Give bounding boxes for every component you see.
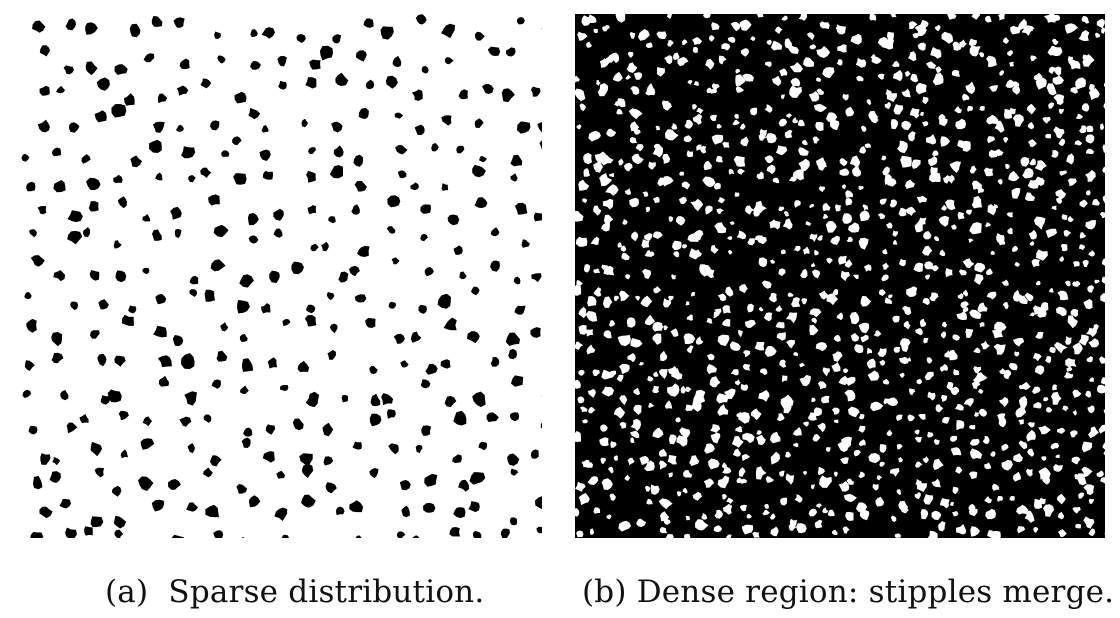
sparse-stipple-canvas <box>21 14 542 538</box>
caption-a: (a) Sparse distribution. <box>105 574 484 610</box>
caption-b: (b) Dense region: stipples merge. <box>582 574 1114 610</box>
caption-a-text: Sparse distribution. <box>168 574 485 610</box>
caption-a-label: (a) <box>105 574 149 610</box>
stipple-dots <box>21 14 542 538</box>
sparse-stipple-image <box>18 14 542 538</box>
dense-stipple-image <box>575 14 1105 538</box>
merged-stipple-gaps <box>575 14 1105 538</box>
caption-b-label: (b) <box>582 574 627 610</box>
caption-b-text: Dense region: stipples merge. <box>636 574 1115 610</box>
dense-stipple-canvas <box>575 14 1105 538</box>
